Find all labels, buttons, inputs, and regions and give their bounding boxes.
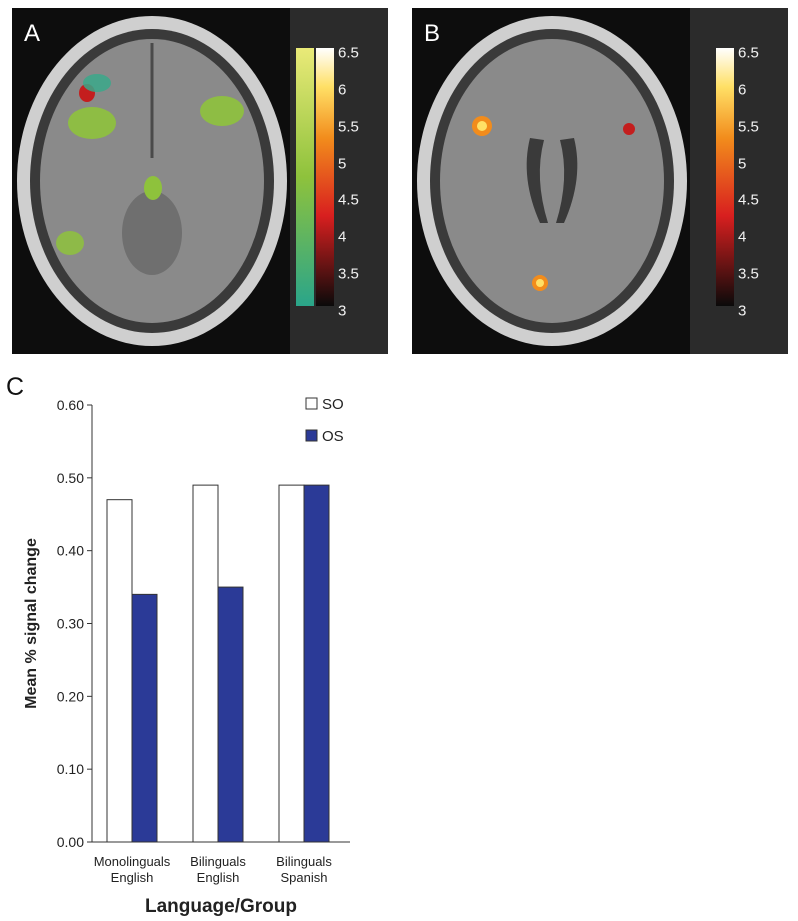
- bar-chart: 0.00 0.10 0.20 0.30 0.40 0.50 0.60 Monolinguals…: [0, 380, 470, 921]
- colorbar-tick-label: 3.5: [738, 265, 759, 283]
- colorbar-a: 6.5 6 5.5 5 4.5 4 3.5 3: [290, 8, 388, 354]
- colorbar-tick-label: 5: [738, 155, 747, 173]
- activation-spot: [623, 123, 635, 135]
- colorbar-tick-label: 3: [738, 302, 747, 320]
- brain-scan-b: [417, 16, 687, 346]
- bar-os: [131, 593, 158, 843]
- panel-c-label: C: [6, 373, 25, 401]
- colorbar-heat-strip: [316, 48, 334, 306]
- activation-spot: [200, 96, 244, 126]
- legend-label-os: OS: [322, 428, 344, 445]
- activation-spot: [83, 74, 111, 92]
- colorbar-tick-label: 6: [738, 81, 747, 99]
- y-tick-label: 0.20: [57, 688, 84, 704]
- bar-so: [192, 484, 219, 843]
- x-tick-label: English: [111, 870, 154, 885]
- x-tick-label: Bilinguals: [276, 854, 332, 869]
- activation-spot: [56, 231, 84, 255]
- colorbar-tick-label: 3.5: [338, 265, 359, 283]
- y-tick-label: 0.10: [57, 761, 84, 777]
- colorbar-tick-label: 4.5: [738, 191, 759, 209]
- x-tick-label: Bilinguals: [190, 854, 246, 869]
- y-tick-label: 0.40: [57, 543, 84, 559]
- colorbar-tick-label: 6.5: [738, 44, 759, 62]
- brain-panel-a: A 6.5 6 5.5 5 4.5 4 3.5 3: [12, 8, 388, 354]
- colorbar-b-ticks: 6.5 6 5.5 5 4.5 4 3.5 3: [738, 8, 788, 354]
- brain-panel-b: B 6.5 6 5.5 5 4.5 4 3.5 3: [412, 8, 788, 354]
- colorbar-tick-label: 5: [338, 155, 347, 173]
- activation-spot: [144, 176, 162, 200]
- colorbar-tick-label: 6.5: [338, 44, 359, 62]
- y-tick-label: 0.00: [57, 834, 84, 850]
- x-tick-label: English: [197, 870, 240, 885]
- y-axis-label: Mean % signal change: [23, 538, 40, 709]
- legend-label-so: SO: [322, 396, 344, 413]
- x-tick-label: Spanish: [281, 870, 328, 885]
- colorbar-green-strip: [296, 48, 314, 306]
- colorbar-heat-strip: [716, 48, 734, 306]
- y-tick-label: 0.60: [57, 397, 84, 413]
- colorbar-tick-label: 3: [338, 302, 347, 320]
- activation-spot: [68, 107, 116, 139]
- colorbar-a-ticks: 6.5 6 5.5 5 4.5 4 3.5 3: [338, 8, 388, 354]
- colorbar-tick-label: 4: [338, 228, 347, 246]
- bar-os: [217, 586, 244, 843]
- colorbar-tick-label: 4: [738, 228, 747, 246]
- brain-scan-a: [17, 16, 287, 346]
- panel-a-label: A: [24, 20, 41, 47]
- colorbar-tick-label: 5.5: [738, 118, 759, 136]
- colorbar-b: 6.5 6 5.5 5 4.5 4 3.5 3: [690, 8, 788, 354]
- colorbar-tick-label: 6: [338, 81, 347, 99]
- x-tick-label: Monolinguals: [94, 854, 171, 869]
- panel-b-label: B: [424, 20, 441, 47]
- y-tick-label: 0.30: [57, 616, 84, 632]
- legend-swatch-os: [305, 429, 318, 442]
- bar-chart-svg: 0.00 0.10 0.20 0.30 0.40 0.50 0.60 Monolinguals…: [23, 396, 350, 917]
- x-axis-label: Language/Group: [145, 896, 297, 917]
- bar-os: [303, 484, 330, 843]
- bar-so: [106, 499, 133, 843]
- colorbar-tick-label: 4.5: [338, 191, 359, 209]
- bar-so: [278, 484, 305, 843]
- colorbar-tick-label: 5.5: [338, 118, 359, 136]
- y-tick-label: 0.50: [57, 470, 84, 486]
- legend-swatch-so: [305, 397, 318, 410]
